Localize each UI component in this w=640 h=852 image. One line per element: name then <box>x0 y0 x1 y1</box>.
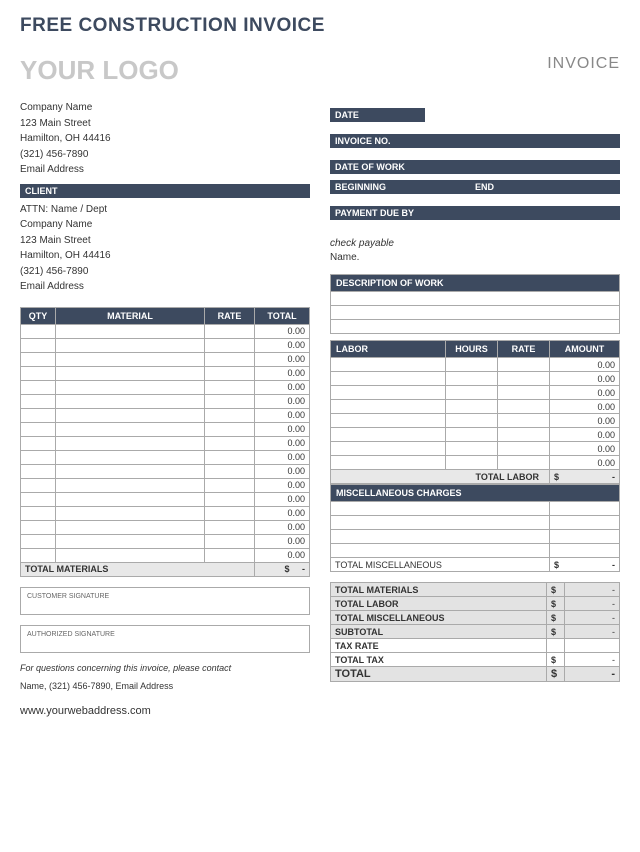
sum-total-misc: TOTAL MISCELLANEOUS <box>331 611 547 625</box>
material-row: 0.00 <box>21 338 310 352</box>
company-phone: (321) 456-7890 <box>20 147 310 163</box>
col-total: TOTAL <box>255 307 310 324</box>
sum-grand-total: TOTAL <box>331 667 547 682</box>
labor-rate-header: RATE <box>498 341 550 358</box>
contact-details: Name, (321) 456-7890, Email Address <box>20 681 310 691</box>
material-row: 0.00 <box>21 380 310 394</box>
labor-row: 0.00 <box>331 372 620 386</box>
labor-row: 0.00 <box>331 428 620 442</box>
labor-row: 0.00 <box>331 358 620 372</box>
company-name: Company Name <box>20 100 310 116</box>
client-block: ATTN: Name / Dept Company Name 123 Main … <box>20 202 310 295</box>
col-rate: RATE <box>205 307 255 324</box>
total-materials-amount: $ - <box>255 562 310 576</box>
materials-table: QTY MATERIAL RATE TOTAL 0.000.000.000.00… <box>20 307 310 577</box>
contact-note: For questions concerning this invoice, p… <box>20 663 310 673</box>
material-row: 0.00 <box>21 394 310 408</box>
work-period-bar: BEGINNING END <box>330 180 620 194</box>
total-materials-label: TOTAL MATERIALS <box>21 562 255 576</box>
logo-placeholder: YOUR LOGO <box>20 55 179 86</box>
sum-tax-rate: TAX RATE <box>331 639 547 653</box>
client-email: Email Address <box>20 279 310 295</box>
labor-row: 0.00 <box>331 442 620 456</box>
sum-total-materials: TOTAL MATERIALS <box>331 583 547 597</box>
desc-row <box>331 292 620 306</box>
material-row: 0.00 <box>21 324 310 338</box>
company-city: Hamilton, OH 44416 <box>20 131 310 147</box>
material-row: 0.00 <box>21 436 310 450</box>
material-row: 0.00 <box>21 534 310 548</box>
col-material: MATERIAL <box>56 307 205 324</box>
sum-total-tax: TOTAL TAX <box>331 653 547 667</box>
material-row: 0.00 <box>21 422 310 436</box>
authorized-signature-box: AUTHORIZED SIGNATURE <box>20 625 310 653</box>
date-of-work-label: DATE OF WORK <box>330 160 620 174</box>
date-label: DATE <box>330 108 425 122</box>
invoice-label: INVOICE <box>547 55 620 73</box>
labor-row: 0.00 <box>331 414 620 428</box>
material-row: 0.00 <box>21 520 310 534</box>
client-phone: (321) 456-7890 <box>20 264 310 280</box>
material-row: 0.00 <box>21 450 310 464</box>
total-labor-label: TOTAL LABOR <box>331 470 550 484</box>
material-row: 0.00 <box>21 352 310 366</box>
client-header: CLIENT <box>20 184 310 198</box>
client-street: 123 Main Street <box>20 233 310 249</box>
desc-row <box>331 306 620 320</box>
total-labor-amount: $- <box>550 470 620 484</box>
check-payable-label: check payable <box>330 238 620 249</box>
material-row: 0.00 <box>21 506 310 520</box>
labor-row: 0.00 <box>331 456 620 470</box>
company-block: Company Name 123 Main Street Hamilton, O… <box>20 100 310 178</box>
client-city: Hamilton, OH 44416 <box>20 248 310 264</box>
material-row: 0.00 <box>21 366 310 380</box>
sum-subtotal: SUBTOTAL <box>331 625 547 639</box>
misc-header: MISCELLANEOUS CHARGES <box>331 485 620 502</box>
material-row: 0.00 <box>21 464 310 478</box>
labor-table: LABOR HOURS RATE AMOUNT 0.000.000.000.00… <box>330 340 620 484</box>
customer-signature-box: CUSTOMER SIGNATURE <box>20 587 310 615</box>
company-street: 123 Main Street <box>20 116 310 132</box>
amount-header: AMOUNT <box>550 341 620 358</box>
misc-row <box>331 530 620 544</box>
company-email: Email Address <box>20 162 310 178</box>
web-address: www.yourwebaddress.com <box>20 705 310 717</box>
description-table: DESCRIPTION OF WORK <box>330 274 620 334</box>
hours-header: HOURS <box>446 341 498 358</box>
invoice-no-label: INVOICE NO. <box>330 134 620 148</box>
labor-row: 0.00 <box>331 400 620 414</box>
misc-row <box>331 516 620 530</box>
beginning-label: BEGINNING <box>335 182 475 192</box>
col-qty: QTY <box>21 307 56 324</box>
total-misc-label: TOTAL MISCELLANEOUS <box>331 558 550 572</box>
desc-row <box>331 320 620 334</box>
sum-total-labor: TOTAL LABOR <box>331 597 547 611</box>
labor-row: 0.00 <box>331 386 620 400</box>
page-title: FREE CONSTRUCTION INVOICE <box>20 15 620 37</box>
end-label: END <box>475 182 615 192</box>
misc-row <box>331 502 620 516</box>
total-misc-amount: $- <box>550 558 620 572</box>
payable-name: Name. <box>330 252 620 263</box>
material-row: 0.00 <box>21 492 310 506</box>
client-attn: ATTN: Name / Dept <box>20 202 310 218</box>
material-row: 0.00 <box>21 548 310 562</box>
summary-table: TOTAL MATERIALS$- TOTAL LABOR$- TOTAL MI… <box>330 582 620 682</box>
misc-table: MISCELLANEOUS CHARGES TOTAL MISCELLANEOU… <box>330 484 620 572</box>
desc-work-header: DESCRIPTION OF WORK <box>331 275 620 292</box>
labor-header: LABOR <box>331 341 446 358</box>
misc-row <box>331 544 620 558</box>
client-name: Company Name <box>20 217 310 233</box>
material-row: 0.00 <box>21 408 310 422</box>
material-row: 0.00 <box>21 478 310 492</box>
payment-due-label: PAYMENT DUE BY <box>330 206 620 220</box>
